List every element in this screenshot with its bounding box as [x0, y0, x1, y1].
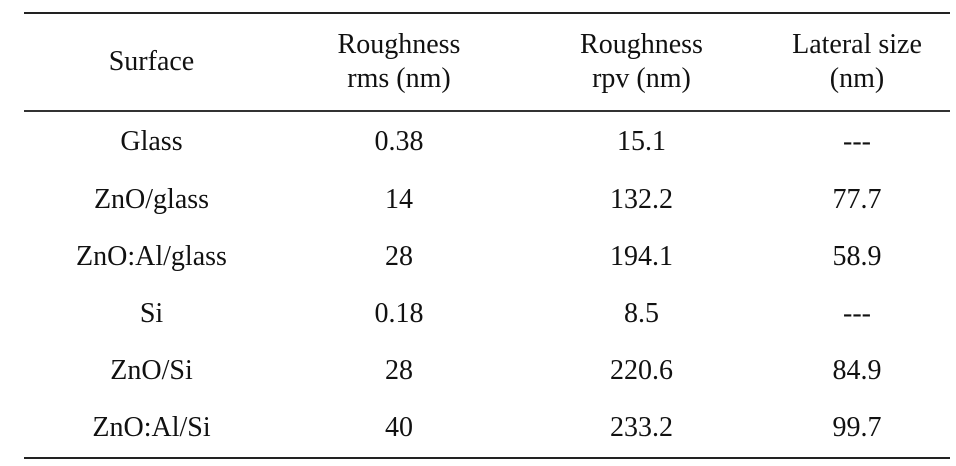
cell-surface: Si [139, 298, 164, 329]
table-bottom-rule [24, 456, 950, 459]
cell-roughness-rms: 40 [385, 412, 413, 443]
cell-roughness-rms: 0.38 [374, 125, 424, 157]
cell-roughness-rms: 28 [385, 241, 413, 272]
table-row: Glass 0.38 15.1 --- [24, 112, 950, 172]
cell-roughness-rpv: 15.1 [617, 125, 666, 157]
header-roughness-rpv: Roughness rpv (nm) [519, 14, 764, 110]
cell-surface: ZnO/glass [93, 184, 210, 215]
data-table-container: Surface Roughness rms (nm) Roughness rpv… [24, 12, 950, 459]
roughness-table: Surface Roughness rms (nm) Roughness rpv… [24, 14, 950, 110]
table-row: Si 0.18 8.5 --- [24, 286, 950, 343]
cell-roughness-rpv: 220.6 [610, 355, 673, 386]
header-lateral-size-line-1: Lateral size [792, 29, 922, 60]
cell-roughness-rpv: 194.1 [610, 241, 673, 272]
table-row: ZnO:Al/glass 28 194.1 58.9 [24, 229, 950, 286]
cell-lateral-size: 99.7 [832, 412, 882, 443]
cell-lateral-size: --- [843, 125, 871, 157]
cell-lateral-size: 77.7 [832, 184, 882, 215]
cell-surface: ZnO:Al/glass [76, 241, 227, 272]
cell-surface: Glass [120, 125, 183, 157]
table-top-rule [24, 12, 950, 14]
cell-roughness-rpv: 233.2 [610, 412, 673, 443]
header-roughness-rms-line-1: Roughness [337, 29, 461, 60]
header-lateral-size: Lateral size (nm) [764, 14, 950, 110]
header-roughness-rpv-line-2: rpv (nm) [592, 63, 691, 94]
table-row: ZnO/Si 28 220.6 84.9 [24, 343, 950, 400]
header-roughness-rms: Roughness rms (nm) [279, 14, 519, 110]
cell-lateral-size: --- [843, 298, 871, 329]
header-roughness-rpv-line-1: Roughness [580, 29, 703, 60]
cell-surface: ZnO:Al/Si [92, 412, 211, 443]
cell-roughness-rpv: 8.5 [624, 298, 659, 329]
header-roughness-rms-line-2: rms (nm) [347, 63, 451, 94]
cell-lateral-size: 84.9 [832, 355, 882, 386]
cell-roughness-rms: 28 [385, 355, 413, 386]
header-surface: Surface [24, 14, 279, 110]
cell-roughness-rms: 14 [385, 184, 413, 215]
cell-roughness-rms: 0.18 [374, 298, 424, 329]
table-body: Glass 0.38 15.1 --- ZnO/glass 14 132.2 7… [24, 112, 950, 457]
roughness-table-body: Glass 0.38 15.1 --- ZnO/glass 14 132.2 7… [24, 112, 950, 457]
header-surface-line-1: Surface [108, 46, 195, 77]
table-row: ZnO:Al/Si 40 233.2 99.7 [24, 400, 950, 457]
header-lateral-size-line-2: (nm) [829, 63, 885, 94]
table-header: Surface Roughness rms (nm) Roughness rpv… [24, 14, 950, 110]
header-row: Surface Roughness rms (nm) Roughness rpv… [24, 14, 950, 110]
cell-roughness-rpv: 132.2 [610, 184, 673, 215]
table-header-rule [24, 110, 950, 112]
cell-lateral-size: 58.9 [832, 241, 882, 272]
table-row: ZnO/glass 14 132.2 77.7 [24, 172, 950, 229]
cell-surface: ZnO/Si [110, 355, 193, 386]
